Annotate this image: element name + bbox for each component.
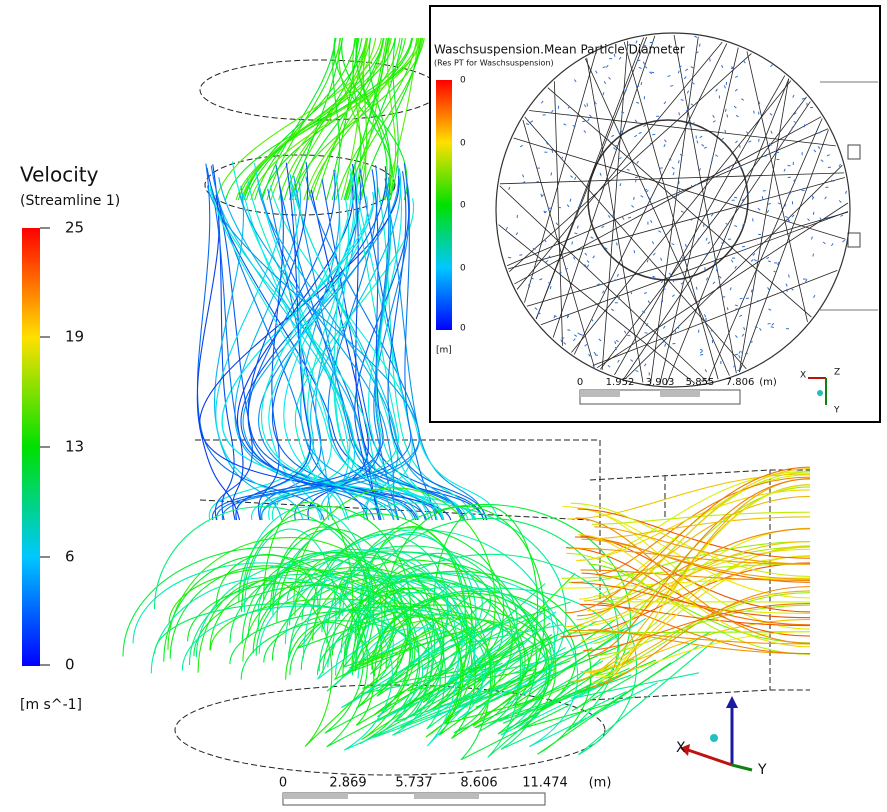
axis-label: X [676, 740, 686, 756]
droplet [787, 289, 788, 292]
droplet [764, 156, 767, 157]
droplet [670, 86, 673, 87]
scale-segment [414, 793, 479, 799]
droplet [740, 145, 741, 148]
screenshot: Velocity (Streamline 1) 25 19 13 6 0 [m … [0, 0, 887, 812]
arrowhead [726, 696, 738, 708]
droplet [754, 111, 755, 114]
droplet [681, 100, 684, 101]
droplet [648, 198, 651, 199]
axis-triad: X Y [676, 696, 767, 778]
scale-label: 5.855 [686, 377, 715, 388]
streamline [210, 185, 444, 520]
legend-subtitle: (Streamline 1) [20, 193, 120, 209]
tick-label: 0 [460, 264, 466, 274]
droplet [675, 330, 676, 333]
droplet [725, 130, 726, 133]
inset-unit: [m] [436, 346, 452, 356]
streamline [244, 196, 331, 520]
scale-label: 0 [577, 377, 583, 388]
axis-label: X [800, 371, 806, 381]
tick-label: 0 [460, 76, 466, 86]
scale-segment [660, 390, 700, 397]
droplet [745, 353, 748, 354]
droplet [694, 122, 695, 125]
tick-label: 19 [65, 328, 84, 346]
droplet [559, 273, 562, 274]
legend-title: Velocity [20, 163, 99, 187]
x-arrow [688, 750, 732, 765]
droplet [769, 152, 770, 155]
droplet [578, 207, 581, 208]
streamline [577, 472, 810, 620]
tick-label: 13 [65, 438, 84, 456]
scale-label: 1.952 [606, 377, 635, 388]
droplet [651, 72, 654, 73]
scale-label: 5.737 [395, 776, 432, 791]
droplet [789, 275, 790, 278]
streamline [151, 577, 472, 750]
droplet [813, 212, 814, 215]
droplet [804, 124, 805, 127]
legend-unit: [m s^-1] [20, 697, 82, 713]
streamline [595, 632, 810, 678]
axis-label: Y [833, 406, 840, 416]
tick-label: 0 [460, 201, 466, 211]
scale-label: 3.903 [646, 377, 675, 388]
scale-unit: (m) [759, 377, 777, 388]
inset-subtitle: (Res PT for Waschsuspension) [434, 59, 554, 68]
tick-label: 0 [460, 139, 466, 149]
origin [817, 390, 823, 396]
droplet [582, 121, 585, 122]
scale-label: 0 [279, 776, 287, 791]
droplet [762, 196, 763, 199]
droplet [634, 250, 635, 253]
scale-label: 8.606 [460, 776, 497, 791]
inset-view: Waschsuspension.Mean Particle Diameter (… [430, 6, 880, 422]
droplet [700, 44, 701, 47]
droplet [645, 333, 648, 334]
droplet [741, 205, 742, 208]
axis-label: Y [757, 762, 767, 778]
scale-bar: 0 2.869 5.737 8.606 11.474 (m) [279, 776, 612, 806]
droplet [567, 330, 570, 331]
droplet [548, 208, 551, 209]
y-arrow [732, 765, 752, 770]
tick-label: 0 [460, 324, 466, 334]
droplet [735, 309, 738, 310]
scale-label: 7.806 [726, 377, 755, 388]
streamline [242, 38, 395, 200]
inset-title: Waschsuspension.Mean Particle Diameter [434, 43, 685, 57]
tick-label: 0 [65, 656, 75, 674]
colorbar [436, 80, 452, 330]
droplet [679, 112, 680, 115]
droplet [768, 204, 771, 205]
droplet [508, 257, 511, 258]
droplet [567, 114, 570, 115]
origin [710, 734, 718, 742]
droplet [813, 254, 814, 257]
colorbar-ticks: 25 19 13 6 0 [40, 219, 84, 674]
tick-label: 6 [65, 548, 75, 566]
droplet [641, 82, 642, 85]
scale-segment [580, 390, 620, 397]
colorbar [22, 228, 40, 666]
droplet [519, 255, 522, 256]
scale-label: 11.474 [522, 776, 568, 791]
scale-label: 2.869 [329, 776, 366, 791]
scale-unit: (m) [589, 776, 612, 791]
scale-segment [283, 793, 348, 799]
axis-label: Z [834, 368, 840, 378]
droplet [740, 298, 743, 299]
inset-frame [430, 6, 880, 422]
droplet [636, 179, 637, 182]
droplet [595, 355, 598, 356]
droplet [735, 354, 738, 355]
tick-label: 25 [65, 219, 84, 237]
droplet [572, 241, 573, 244]
droplet [734, 197, 737, 198]
droplet [617, 243, 618, 246]
streamline [592, 485, 810, 683]
